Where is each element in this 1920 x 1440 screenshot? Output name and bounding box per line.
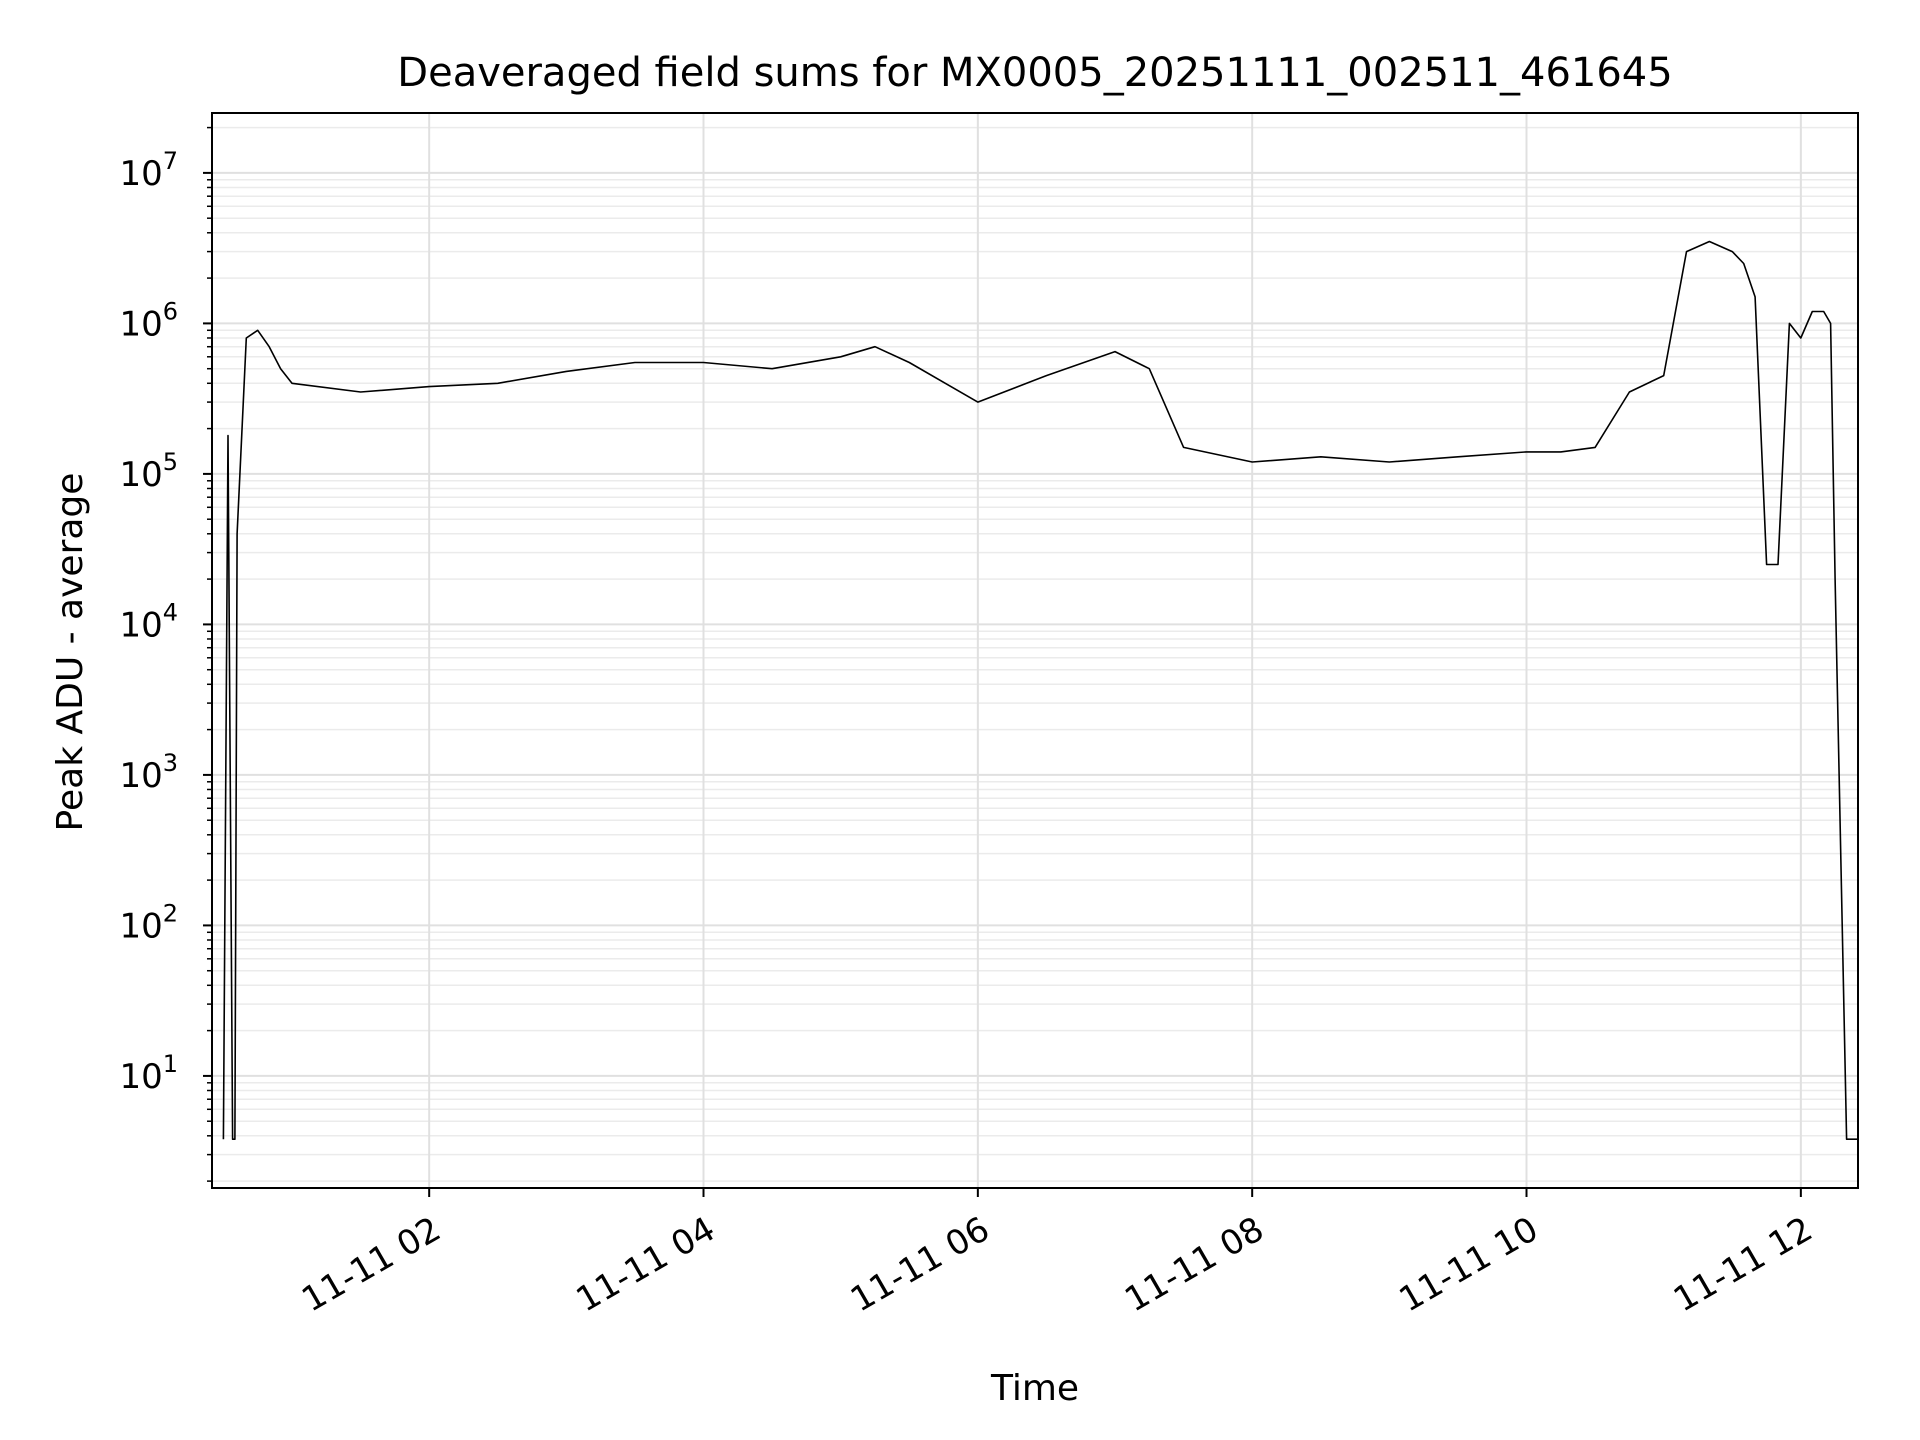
chart-title: Deaveraged field sums for MX0005_2025111…	[397, 50, 1672, 96]
y-tick-label-base: 10	[119, 756, 162, 796]
y-tick-label: 106	[119, 297, 178, 344]
y-axis-label: Peak ADU - average	[50, 473, 91, 832]
series-layer	[222, 240, 1858, 1140]
y-tick-label: 102	[119, 899, 178, 946]
y-tick-label: 107	[119, 147, 178, 194]
y-tick-label-base: 10	[119, 605, 162, 645]
series-line	[222, 240, 1858, 1140]
x-axis-label: Time	[990, 1368, 1079, 1409]
y-tick-label-exponent: 4	[163, 598, 178, 626]
y-tick-label-exponent: 6	[163, 297, 178, 325]
y-tick-label: 104	[119, 598, 178, 645]
grid-layer	[212, 113, 1858, 1188]
y-tick-label-exponent: 1	[163, 1050, 178, 1078]
y-tick-label-base: 10	[119, 1057, 162, 1097]
plot-frame	[211, 112, 1859, 1189]
y-tick-label-base: 10	[119, 906, 162, 946]
y-tick-label-base: 10	[119, 154, 162, 194]
y-tick-label-base: 10	[119, 455, 162, 495]
y-tick-label-exponent: 2	[163, 899, 178, 927]
y-tick-label: 103	[119, 749, 178, 796]
y-tick-label-exponent: 7	[163, 147, 178, 175]
y-tick-label: 105	[119, 448, 178, 495]
y-tick-label-exponent: 3	[163, 749, 178, 777]
y-tick-label-base: 10	[119, 304, 162, 344]
y-tick-label: 101	[119, 1050, 178, 1097]
y-tick-label-exponent: 5	[163, 448, 178, 476]
